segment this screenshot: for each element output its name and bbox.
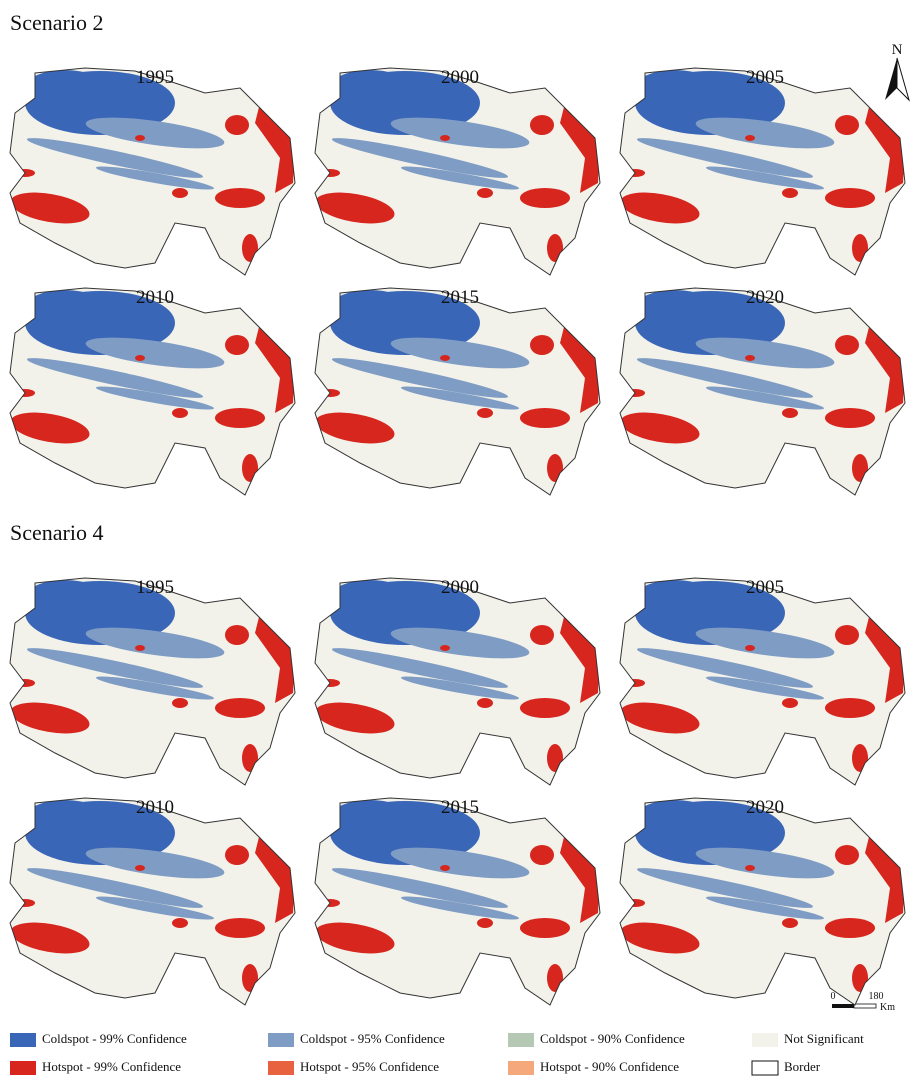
scenario-title: Scenario 2 [10, 10, 103, 35]
map-panel: 1995 [5, 63, 300, 278]
map-year: 2020 [746, 797, 784, 818]
region-map [5, 573, 300, 788]
map-panel: 2000 [310, 63, 605, 278]
scale-label: 180 [869, 991, 884, 1002]
map-panel: 2000 [310, 573, 605, 788]
legend-item: Hotspot - 99% Confidence [10, 1059, 181, 1075]
legend-label: Hotspot - 95% Confidence [300, 1059, 439, 1074]
scenario-title: Scenario 4 [10, 520, 103, 545]
legend-item: Border [752, 1059, 821, 1075]
figure: N 0 90 180 Km Scenario 21995200020052010… [0, 0, 911, 1079]
north-arrow: N [885, 42, 909, 100]
map-panel: 2015 [310, 283, 605, 498]
legend-swatch [10, 1033, 36, 1047]
legend-item: Coldspot - 90% Confidence [508, 1031, 685, 1047]
region-map [615, 63, 910, 278]
region-map [615, 793, 910, 1008]
region-map [615, 283, 910, 498]
map-panel: 2020 [615, 283, 910, 498]
north-label: N [892, 42, 903, 58]
map-year: 2015 [441, 287, 479, 308]
map-year: 2010 [136, 287, 174, 308]
map-panel: 2010 [5, 283, 300, 498]
map-year: 2005 [746, 577, 784, 598]
map-year: 1995 [136, 577, 174, 598]
legend-label: Coldspot - 90% Confidence [540, 1031, 685, 1046]
map-year: 2020 [746, 287, 784, 308]
legend-label: Coldspot - 99% Confidence [42, 1031, 187, 1046]
map-year: 2010 [136, 797, 174, 818]
legend-item: Coldspot - 99% Confidence [10, 1031, 187, 1047]
region-map [615, 573, 910, 788]
region-map [5, 793, 300, 1008]
legend-item: Hotspot - 90% Confidence [508, 1059, 679, 1075]
legend-label: Not Significant [784, 1031, 864, 1046]
legend-swatch [752, 1033, 778, 1047]
legend-swatch [10, 1061, 36, 1075]
legend-swatch [508, 1061, 534, 1075]
legend-label: Hotspot - 99% Confidence [42, 1059, 181, 1074]
region-map [5, 283, 300, 498]
legend-label: Border [784, 1059, 821, 1074]
map-panel: 2010 [5, 793, 300, 1008]
map-year: 2000 [441, 67, 479, 88]
legend-swatch [268, 1061, 294, 1075]
map-year: 2005 [746, 67, 784, 88]
map-panel: 1995 [5, 573, 300, 788]
legend-label: Hotspot - 90% Confidence [540, 1059, 679, 1074]
legend-swatch [268, 1033, 294, 1047]
region-map [310, 63, 605, 278]
legend-item: Hotspot - 95% Confidence [268, 1059, 439, 1075]
map-panel: 2015 [310, 793, 605, 1008]
region-map [310, 573, 605, 788]
region-map [310, 283, 605, 498]
map-year: 1995 [136, 67, 174, 88]
scale-unit: Km [880, 1002, 895, 1013]
map-panel: 2020 [615, 793, 910, 1008]
legend-swatch [508, 1033, 534, 1047]
map-year: 2015 [441, 797, 479, 818]
region-map [5, 63, 300, 278]
region-map [310, 793, 605, 1008]
scale-label: 0 [831, 991, 836, 1002]
legend-item: Not Significant [752, 1031, 864, 1047]
legend-swatch [752, 1061, 778, 1075]
map-year: 2000 [441, 577, 479, 598]
legend-item: Coldspot - 95% Confidence [268, 1031, 445, 1047]
map-panel: 2005 [615, 63, 910, 278]
legend-label: Coldspot - 95% Confidence [300, 1031, 445, 1046]
map-panel: 2005 [615, 573, 910, 788]
